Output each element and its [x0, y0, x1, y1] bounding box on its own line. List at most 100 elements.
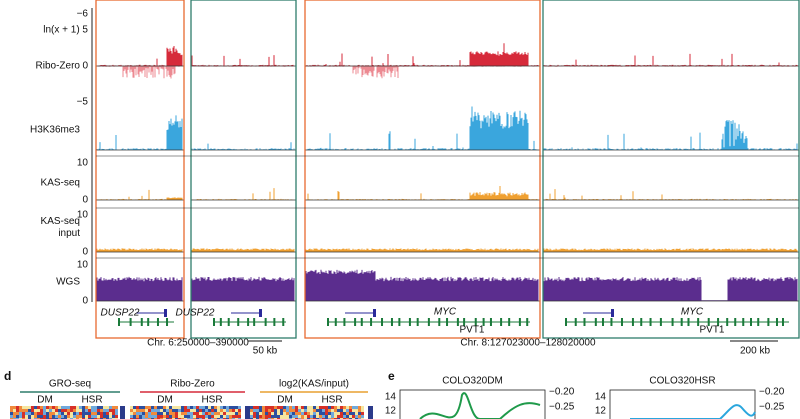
heat-cell	[85, 415, 88, 418]
heat-cell	[130, 412, 133, 415]
heat-cell	[157, 415, 160, 418]
signal	[543, 53, 798, 66]
heat-cell	[151, 406, 154, 409]
heat-cell	[46, 406, 49, 409]
heat-cell	[172, 406, 175, 409]
heat-cell	[166, 412, 169, 415]
heat-cell	[220, 412, 223, 415]
heat-cell	[268, 412, 271, 415]
heat-cell	[148, 415, 151, 418]
heat-cell	[340, 409, 343, 412]
heat-cell	[346, 409, 349, 412]
sub-label: DM	[277, 395, 293, 406]
heat-cell	[34, 406, 37, 409]
heat-cell	[196, 409, 199, 412]
heat-cell	[175, 406, 178, 409]
heat-cell	[211, 415, 214, 418]
heat-cell	[274, 406, 277, 409]
heat-cell	[73, 406, 76, 409]
heat-cell	[67, 415, 70, 418]
heat-cell	[280, 412, 283, 415]
heat-cell	[328, 406, 331, 409]
heat-cell	[79, 406, 82, 409]
heat-cell	[202, 409, 205, 412]
heat-cell	[217, 415, 220, 418]
heat-cell	[277, 412, 280, 415]
heat-cell	[163, 409, 166, 412]
heat-cell	[262, 415, 265, 418]
heat-cell	[310, 415, 313, 418]
heat-cell	[76, 406, 79, 409]
heat-side	[245, 406, 250, 419]
heat-cell	[64, 406, 67, 409]
heat-cell	[166, 415, 169, 418]
heat-cell	[298, 409, 301, 412]
heat-cell	[307, 415, 310, 418]
y-tick: 14	[595, 392, 607, 403]
heat-cell	[67, 406, 70, 409]
heat-cell	[313, 412, 316, 415]
heat-cell	[301, 412, 304, 415]
heat-cell	[109, 412, 112, 415]
heat-cell	[202, 412, 205, 415]
heat-cell	[355, 415, 358, 418]
y2-tick: −0.20	[759, 387, 785, 398]
heat-cell	[64, 415, 67, 418]
heat-cell	[25, 412, 28, 415]
heat-cell	[28, 409, 31, 412]
heat-cell	[76, 412, 79, 415]
group-label: Ribo-Zero	[170, 379, 215, 390]
heat-cell	[181, 409, 184, 412]
exon	[334, 318, 337, 326]
heat-cell	[277, 406, 280, 409]
heat-cell	[355, 409, 358, 412]
heat-cell	[295, 409, 298, 412]
heat-cell	[184, 409, 187, 412]
heat-cell	[97, 415, 100, 418]
heat-cell	[28, 415, 31, 418]
signal	[96, 276, 183, 301]
heat-cell	[229, 406, 232, 409]
y2-tick: −0.20	[549, 387, 575, 398]
heat-cell	[130, 406, 133, 409]
exon	[583, 318, 586, 326]
heat-cell	[142, 412, 145, 415]
heat-cell	[58, 409, 61, 412]
heat-cell	[151, 412, 154, 415]
gene-label: DUSP22	[176, 308, 215, 319]
heat-cell	[211, 409, 214, 412]
heat-cell	[298, 406, 301, 409]
heat-cell	[238, 412, 241, 415]
plot-frame	[609, 389, 756, 419]
heat-cell	[85, 406, 88, 409]
heat-cell	[82, 406, 85, 409]
y2-tick: −0.25	[549, 402, 575, 413]
heat-cell	[28, 406, 31, 409]
track-label: Ribo-Zero	[36, 61, 81, 72]
heat-cell	[268, 415, 271, 418]
signal-negative	[96, 66, 183, 79]
heat-cell	[70, 406, 73, 409]
exon	[360, 318, 363, 326]
heat-cell	[337, 409, 340, 412]
heat-cell	[31, 412, 34, 415]
heat-cell	[271, 412, 274, 415]
heat-cell	[313, 406, 316, 409]
heat-cell	[184, 406, 187, 409]
heat-cell	[265, 406, 268, 409]
heat-cell	[100, 406, 103, 409]
tick-label: −5	[77, 97, 89, 108]
heat-cell	[172, 409, 175, 412]
heat-cell	[43, 409, 46, 412]
heat-cell	[106, 415, 109, 418]
heat-cell	[40, 415, 43, 418]
heat-cell	[253, 406, 256, 409]
tick-label: 0	[82, 296, 88, 307]
heat-cell	[205, 415, 208, 418]
heat-cell	[190, 412, 193, 415]
exon	[757, 318, 760, 326]
heat-cell	[190, 415, 193, 418]
heat-cell	[142, 406, 145, 409]
heat-cell	[235, 412, 238, 415]
